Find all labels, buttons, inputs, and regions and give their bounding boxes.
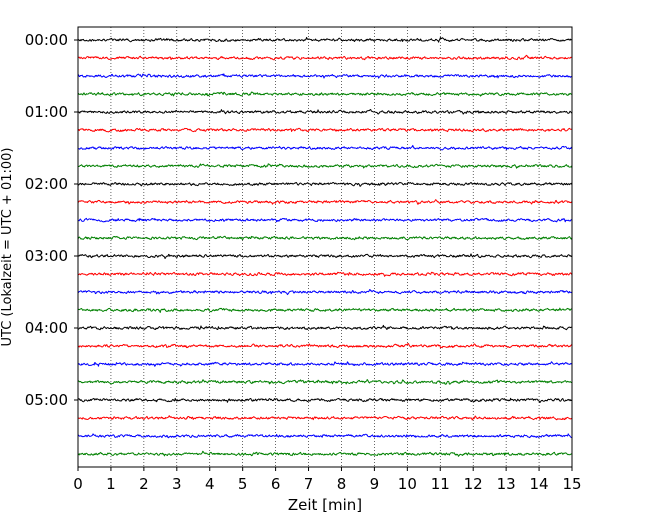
y-tick-label: 03:00	[25, 247, 68, 265]
x-tick-label: 3	[172, 475, 182, 493]
x-tick-label: 4	[205, 475, 215, 493]
trace-row	[77, 217, 573, 223]
trace-row	[77, 108, 573, 115]
trace-row	[77, 73, 572, 79]
trace-row	[77, 163, 573, 169]
x-tick-label: 9	[370, 475, 380, 493]
x-tick-label: 13	[497, 475, 516, 493]
x-tick-label: 8	[337, 475, 347, 493]
x-gridlines	[110, 27, 540, 467]
trace-rows	[77, 36, 573, 457]
trace-row	[77, 450, 572, 457]
trace-row	[77, 271, 573, 277]
trace-row	[77, 144, 573, 151]
trace-row	[77, 127, 572, 133]
trace-row	[77, 397, 573, 404]
x-tick-label: 12	[464, 475, 483, 493]
trace-row	[77, 54, 573, 61]
x-axis-ticks: 0 1 2 3 4 5 6 7 8 9 10 11 12 13 14 15	[73, 467, 582, 493]
x-tick-label: 2	[139, 475, 149, 493]
trace-row	[77, 199, 573, 205]
y-tick-label: 05:00	[25, 391, 68, 409]
x-tick-label: 6	[271, 475, 281, 493]
y-tick-label: 00:00	[25, 31, 68, 49]
x-tick-label: 0	[73, 475, 83, 493]
plot-frame	[77, 26, 573, 468]
trace-row	[77, 307, 573, 313]
trace-row	[77, 235, 573, 241]
x-tick-label: 15	[562, 475, 581, 493]
x-tick-label: 14	[530, 475, 549, 493]
trace-row	[77, 342, 573, 349]
y-axis-ticks: 00:00 01:00 02:00 03:00 04:00 05:00	[25, 31, 78, 409]
y-axis-label: UTC (Lokalzeit = UTC + 01:00)	[0, 148, 15, 347]
x-tick-label: 10	[398, 475, 417, 493]
trace-row	[77, 324, 572, 331]
trace-row	[77, 36, 572, 43]
y-tick-label: 04:00	[25, 319, 68, 337]
x-tick-label: 7	[304, 475, 314, 493]
x-tick-label: 5	[238, 475, 248, 493]
trace-row	[77, 289, 573, 296]
trace-row	[77, 433, 573, 439]
y-tick-label: 01:00	[25, 103, 68, 121]
trace-row	[77, 253, 573, 259]
trace-row	[77, 91, 572, 97]
trace-row	[77, 181, 573, 187]
x-tick-label: 1	[106, 475, 116, 493]
x-axis-label: Zeit [min]	[288, 496, 362, 514]
y-tick-label: 02:00	[25, 175, 68, 193]
trace-row	[77, 415, 573, 421]
trace-row	[77, 379, 572, 385]
x-tick-label: 11	[431, 475, 450, 493]
trace-row	[77, 361, 573, 367]
